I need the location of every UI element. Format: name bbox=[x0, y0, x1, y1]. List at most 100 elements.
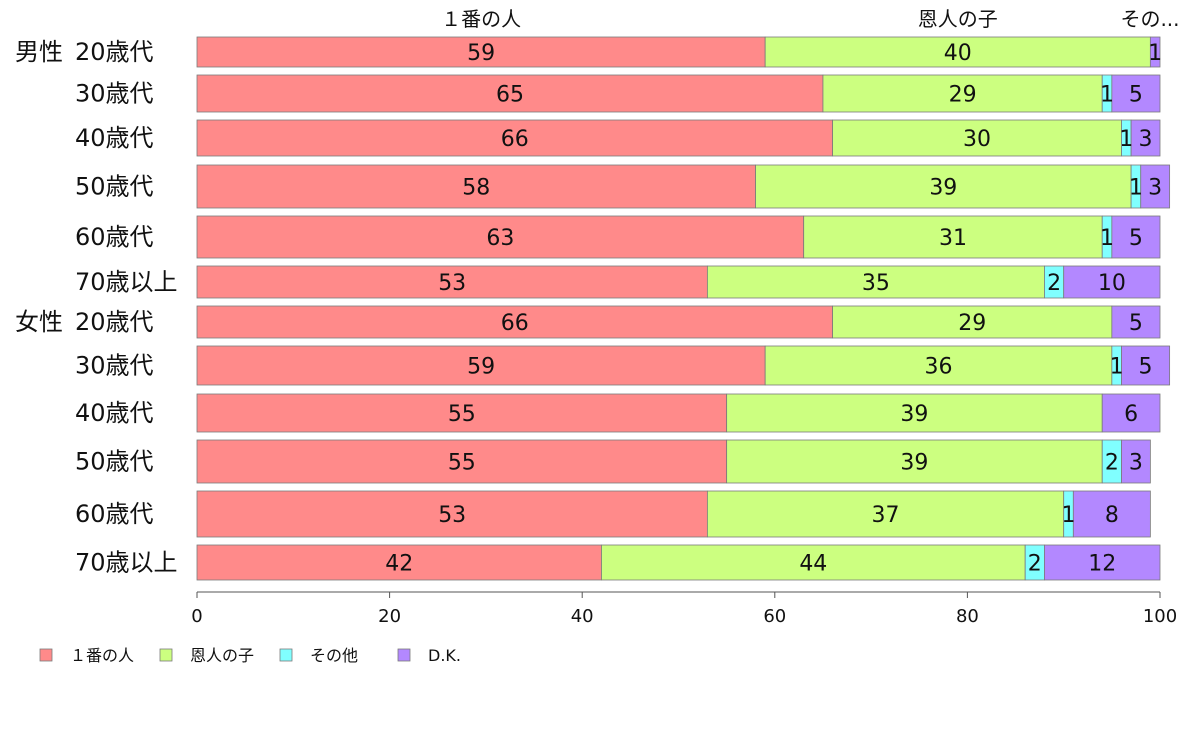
x-tick-label: 40 bbox=[571, 606, 594, 627]
bar-value-label: 42 bbox=[385, 552, 413, 577]
top-series-label: １番の人 bbox=[441, 7, 521, 31]
bar-segment-3-11 bbox=[1044, 544, 1161, 581]
bar-segment-1-0 bbox=[764, 36, 1151, 68]
bar-segment-1-10 bbox=[706, 490, 1065, 538]
legend-swatch bbox=[397, 648, 411, 662]
legend-label: １番の人 bbox=[70, 646, 134, 665]
bar-segment-3-7 bbox=[1121, 345, 1171, 386]
x-tick-label: 20 bbox=[378, 606, 401, 627]
category-label: 20歳代 bbox=[75, 308, 154, 336]
bar-value-label: 2 bbox=[1028, 552, 1042, 577]
category-label: 70歳以上 bbox=[75, 549, 178, 577]
bar-value-label: 1 bbox=[1110, 355, 1124, 380]
bar-segment-0-2 bbox=[196, 119, 833, 157]
category-label: 30歳代 bbox=[75, 80, 154, 108]
legend-swatch bbox=[279, 648, 293, 662]
bar-segment-3-8 bbox=[1101, 393, 1161, 433]
bar-value-label: 53 bbox=[438, 271, 466, 296]
group-label: 男性 bbox=[15, 38, 63, 66]
legend-label: 恩人の子 bbox=[190, 646, 254, 665]
bar-value-label: 1 bbox=[1062, 503, 1076, 528]
bar-value-label: 5 bbox=[1129, 226, 1143, 251]
bar-segment-3-3 bbox=[1140, 164, 1171, 209]
top-labels-layer: １番の人 恩人の子 その... bbox=[441, 7, 1179, 31]
bar-value-label: 1 bbox=[1119, 127, 1133, 152]
bar-value-label: 30 bbox=[963, 127, 991, 152]
bar-segment-3-5 bbox=[1063, 265, 1161, 299]
category-label: 50歳代 bbox=[75, 448, 154, 476]
legend-swatch bbox=[159, 648, 173, 662]
bar-value-label: 3 bbox=[1139, 127, 1153, 152]
bar-value-label: 53 bbox=[438, 503, 466, 528]
bar-value-label: 31 bbox=[939, 226, 967, 251]
category-label: 40歳代 bbox=[75, 399, 154, 427]
bar-value-label: 66 bbox=[501, 127, 529, 152]
x-axis: 0 20 40 60 80 100 bbox=[191, 591, 1177, 627]
top-series-label: 恩人の子 bbox=[918, 7, 998, 31]
bar-value-label: 1 bbox=[1100, 226, 1114, 251]
bar-segment-0-6 bbox=[196, 305, 833, 339]
x-tick-label: 100 bbox=[1143, 606, 1177, 627]
bar-segment-3-0 bbox=[1149, 36, 1161, 68]
legend-label: その他 bbox=[310, 646, 358, 665]
category-label: 40歳代 bbox=[75, 124, 154, 152]
category-label: 60歳代 bbox=[75, 500, 154, 528]
top-series-label: その... bbox=[1120, 7, 1179, 31]
bar-value-label: 12 bbox=[1088, 552, 1116, 577]
bar-segment-1-4 bbox=[803, 215, 1103, 259]
bar-value-label: 35 bbox=[862, 271, 890, 296]
bar-value-label: 59 bbox=[467, 41, 495, 66]
bar-value-label: 6 bbox=[1124, 402, 1138, 427]
bar-value-label: 58 bbox=[462, 176, 490, 201]
x-tick-label: 60 bbox=[763, 606, 786, 627]
bar-value-label: 40 bbox=[944, 41, 972, 66]
category-label: 50歳代 bbox=[75, 173, 154, 201]
bar-value-label: 36 bbox=[925, 355, 953, 380]
bar-segment-1-6 bbox=[832, 305, 1113, 339]
legend-label: D.K. bbox=[428, 646, 461, 665]
bar-segment-0-3 bbox=[196, 164, 756, 209]
category-label: 60歳代 bbox=[75, 223, 154, 251]
bar-segment-0-7 bbox=[196, 345, 766, 386]
bar-segment-1-2 bbox=[832, 119, 1122, 157]
bar-value-label: 3 bbox=[1148, 176, 1162, 201]
bar-value-label: 55 bbox=[448, 451, 476, 476]
bar-value-label: 39 bbox=[900, 451, 928, 476]
bar-segment-1-7 bbox=[764, 345, 1113, 386]
bar-value-label: 59 bbox=[467, 355, 495, 380]
bar-segment-3-6 bbox=[1111, 305, 1161, 339]
bar-value-label: 5 bbox=[1129, 83, 1143, 108]
bar-value-label: 1 bbox=[1129, 176, 1143, 201]
x-tick-label: 80 bbox=[956, 606, 979, 627]
bar-value-label: 63 bbox=[486, 226, 514, 251]
bar-segment-3-4 bbox=[1111, 215, 1161, 259]
bar-segment-0-8 bbox=[196, 393, 728, 433]
bar-segment-1-3 bbox=[755, 164, 1132, 209]
bar-value-label: 3 bbox=[1129, 451, 1143, 476]
bar-segment-1-9 bbox=[726, 439, 1103, 484]
bar-value-label: 5 bbox=[1139, 355, 1153, 380]
group-label: 女性 bbox=[15, 308, 63, 336]
legend: １番の人 恩人の子 その他 D.K. bbox=[39, 646, 461, 665]
bar-value-label: 29 bbox=[958, 311, 986, 336]
bar-value-label: 66 bbox=[501, 311, 529, 336]
bar-segment-3-9 bbox=[1121, 439, 1151, 484]
bar-value-label: 1 bbox=[1148, 41, 1162, 66]
category-label: 20歳代 bbox=[75, 38, 154, 66]
bar-value-label: 2 bbox=[1047, 271, 1061, 296]
bar-value-label: 2 bbox=[1105, 451, 1119, 476]
bar-value-label: 8 bbox=[1105, 503, 1119, 528]
bar-value-label: 5 bbox=[1129, 311, 1143, 336]
category-labels-layer: 20歳代 30歳代 40歳代 50歳代 60歳代 70歳以上 20歳代 30歳代 40歳代 50歳… bbox=[75, 38, 178, 577]
bar-value-label: 39 bbox=[929, 176, 957, 201]
bar-segment-0-11 bbox=[196, 544, 602, 581]
bar-value-label: 44 bbox=[799, 552, 827, 577]
legend-swatch bbox=[39, 648, 53, 662]
category-label: 70歳以上 bbox=[75, 268, 178, 296]
category-label: 30歳代 bbox=[75, 352, 154, 380]
bar-segment-3-1 bbox=[1111, 74, 1161, 113]
bar-segment-3-2 bbox=[1130, 119, 1161, 157]
bar-value-label: 55 bbox=[448, 402, 476, 427]
